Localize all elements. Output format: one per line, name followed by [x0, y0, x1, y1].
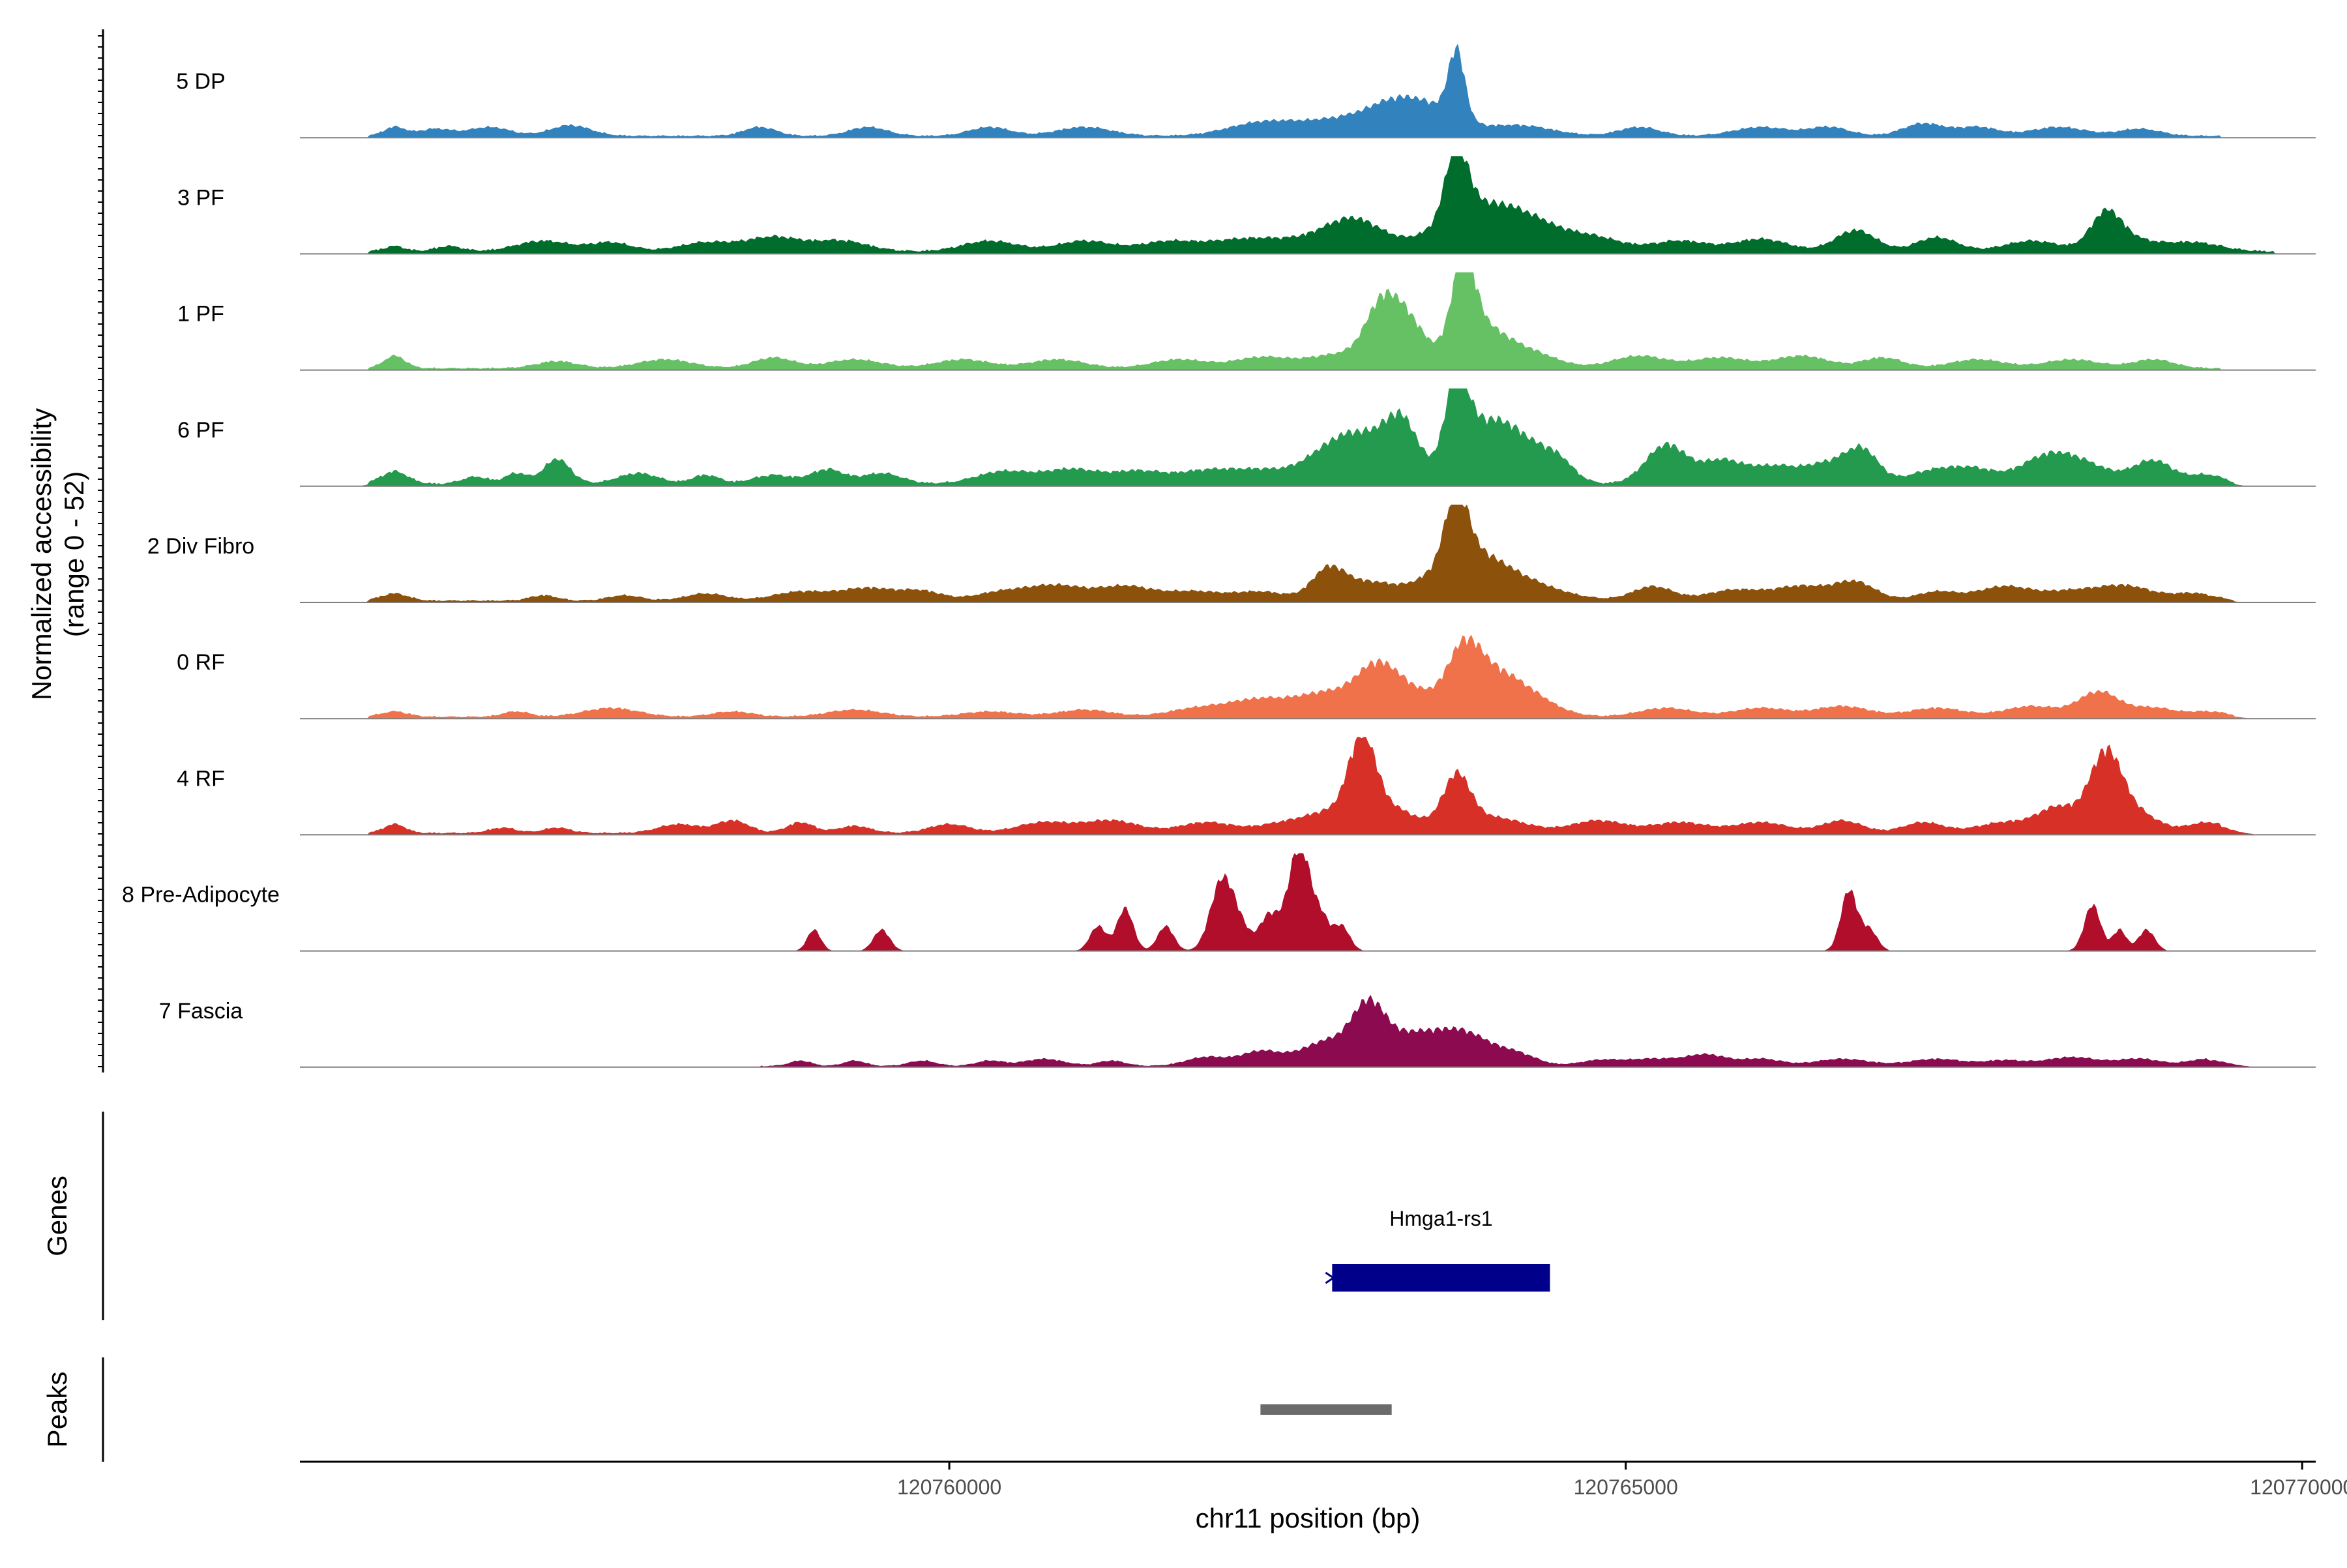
- track-label: 4 RF: [177, 766, 225, 791]
- strand-arrow-icon: [1325, 1271, 1336, 1284]
- genes-panel-title: Genes: [42, 1176, 72, 1256]
- track-2-div-fibro: 2 Div Fibro: [147, 505, 2316, 603]
- track-0-rf: 0 RF: [177, 634, 2316, 720]
- track-8-pre-adipocyte: 8 Pre-Adipocyte: [122, 853, 2316, 952]
- coverage-area: [300, 388, 2316, 486]
- coverage-area: [300, 994, 2316, 1067]
- track-5-dp: 5 DP: [176, 44, 2316, 139]
- track-label: 3 PF: [177, 185, 224, 210]
- track-label: 1 PF: [177, 302, 224, 327]
- coverage-area: [300, 737, 2316, 835]
- x-axis-ticks: 120760000 120765000 120770000: [897, 1462, 2347, 1499]
- y-axis-ticks: [98, 35, 103, 1067]
- peaks-panel-title: Peaks: [42, 1372, 72, 1448]
- x-tick-label: 120765000: [1574, 1475, 1678, 1499]
- track-7-fascia: 7 Fascia: [159, 994, 2316, 1068]
- track-label: 0 RF: [177, 650, 225, 675]
- coverage-area: [300, 634, 2316, 719]
- coverage-area: [300, 853, 2316, 951]
- genes-track: Hmga1-rs1: [1325, 1207, 1550, 1292]
- x-axis-title: chr11 position (bp): [1196, 1503, 1421, 1533]
- track-label: 7 Fascia: [159, 999, 243, 1024]
- track-label: 5 DP: [176, 69, 226, 94]
- track-label: 2 Div Fibro: [147, 534, 254, 559]
- x-tick-label: 120770000: [2250, 1475, 2347, 1499]
- track-1-pf: 1 PF: [177, 272, 2316, 371]
- track-4-rf: 4 RF: [177, 737, 2316, 836]
- gene-label: Hmga1-rs1: [1389, 1207, 1492, 1230]
- gene-body: [1332, 1264, 1550, 1292]
- coverage-area: [300, 44, 2316, 138]
- coverage-area: [300, 505, 2316, 602]
- track-label: 8 Pre-Adipocyte: [122, 883, 280, 908]
- y-axis-title-line2: (range 0 - 52): [59, 471, 89, 637]
- track-3-pf: 3 PF: [177, 156, 2316, 255]
- x-tick-label: 120760000: [897, 1475, 1001, 1499]
- peak-region: [1260, 1404, 1392, 1415]
- y-axis-title-line1: Normalized accessibility: [26, 408, 57, 700]
- coverage-tracks: 5 DP 3 PF 1 PF 6 PF 2 Div Fibro 0 RF 4 RF 8 Pre…: [122, 44, 2316, 1068]
- coverage-area: [300, 156, 2316, 254]
- peaks-track: [1260, 1404, 1392, 1415]
- track-6-pf: 6 PF: [177, 388, 2316, 487]
- track-label: 6 PF: [177, 418, 224, 443]
